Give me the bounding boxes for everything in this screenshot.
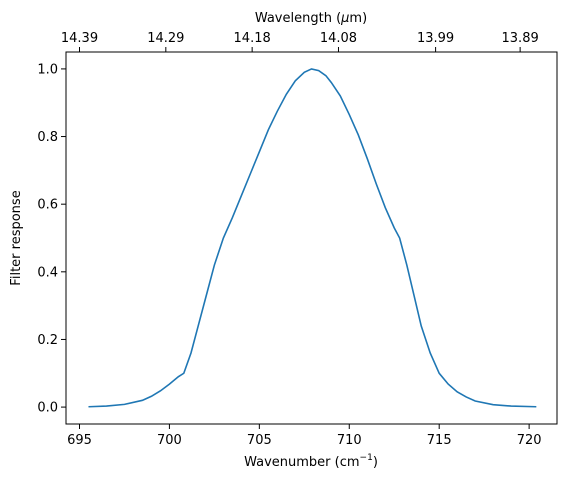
x-tick-label: 700 bbox=[157, 433, 182, 448]
y-axis-title: Filter response bbox=[9, 190, 24, 285]
top-tick-label: 14.18 bbox=[234, 31, 271, 46]
top-tick-label: 14.08 bbox=[320, 31, 357, 46]
plot-frame bbox=[65, 51, 558, 425]
x-axis-title: Wavenumber (cm−1) bbox=[244, 453, 378, 470]
top-tick-label: 13.89 bbox=[502, 31, 539, 46]
y-tick-label: 0.6 bbox=[37, 198, 58, 213]
x-tick-label: 705 bbox=[247, 433, 272, 448]
top-tick-label: 13.99 bbox=[417, 31, 454, 46]
top-x-axis-title: Wavelength (μm) bbox=[255, 11, 367, 26]
series-line-filter-response bbox=[88, 68, 537, 408]
y-tick-label: 0.8 bbox=[37, 130, 58, 145]
y-ticks: 0.0 0.2 0.4 0.6 0.8 1.0 bbox=[37, 62, 66, 416]
top-tick-label: 14.39 bbox=[61, 31, 98, 46]
y-tick-label: 0.0 bbox=[37, 401, 58, 416]
x-tick-label: 695 bbox=[67, 433, 92, 448]
top-x-ticks: 14.39 14.29 14.18 14.08 13.99 13.89 bbox=[61, 31, 539, 52]
x-tick-label: 710 bbox=[337, 433, 362, 448]
x-tick-label: 720 bbox=[517, 433, 542, 448]
y-tick-label: 0.2 bbox=[37, 333, 58, 348]
y-tick-label: 0.4 bbox=[37, 265, 58, 280]
x-tick-label: 715 bbox=[427, 433, 452, 448]
top-tick-label: 14.29 bbox=[147, 31, 184, 46]
y-tick-label: 1.0 bbox=[37, 62, 58, 77]
bottom-x-ticks: 695 700 705 710 715 720 bbox=[67, 424, 542, 448]
